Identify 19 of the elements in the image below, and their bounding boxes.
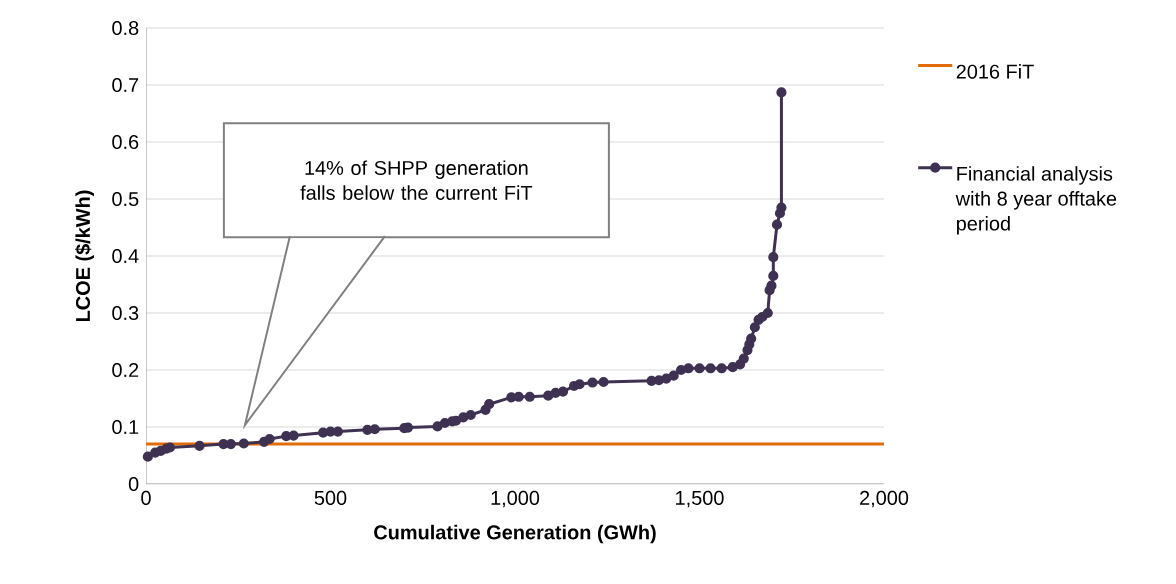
y-tick-label: 0.1 [112,419,139,435]
y-tick-label: 0.6 [112,134,139,150]
legend-label: Financial analysis with 8 year offtake period [955,166,1117,235]
annotation: 14% of SHPP generation falls below the current FiT [300,160,533,200]
y-tick-label: 0 [128,476,139,492]
x-tick-label: 500 [314,490,347,505]
y-tick-label: 0.4 [112,248,139,264]
y-tick-label: 0.2 [112,362,139,378]
x-tick-label: 1,500 [676,490,724,508]
y-tick-label: 0.7 [112,77,139,93]
y-tick-label: 0.8 [112,20,139,36]
y-tick-label: 0.3 [112,305,139,321]
x-tick-label: 0 [141,490,151,505]
x-axis-title: Cumulative Generation (GWh) [374,524,656,544]
legend-label: 2016 FiT [956,64,1034,79]
y-tick-label: 0.5 [112,191,139,207]
x-tick-label: 1,000 [491,490,540,508]
x-tick-label: 2,000 [860,490,909,508]
y-axis-title: LCOE ($/kWh) [75,190,94,322]
